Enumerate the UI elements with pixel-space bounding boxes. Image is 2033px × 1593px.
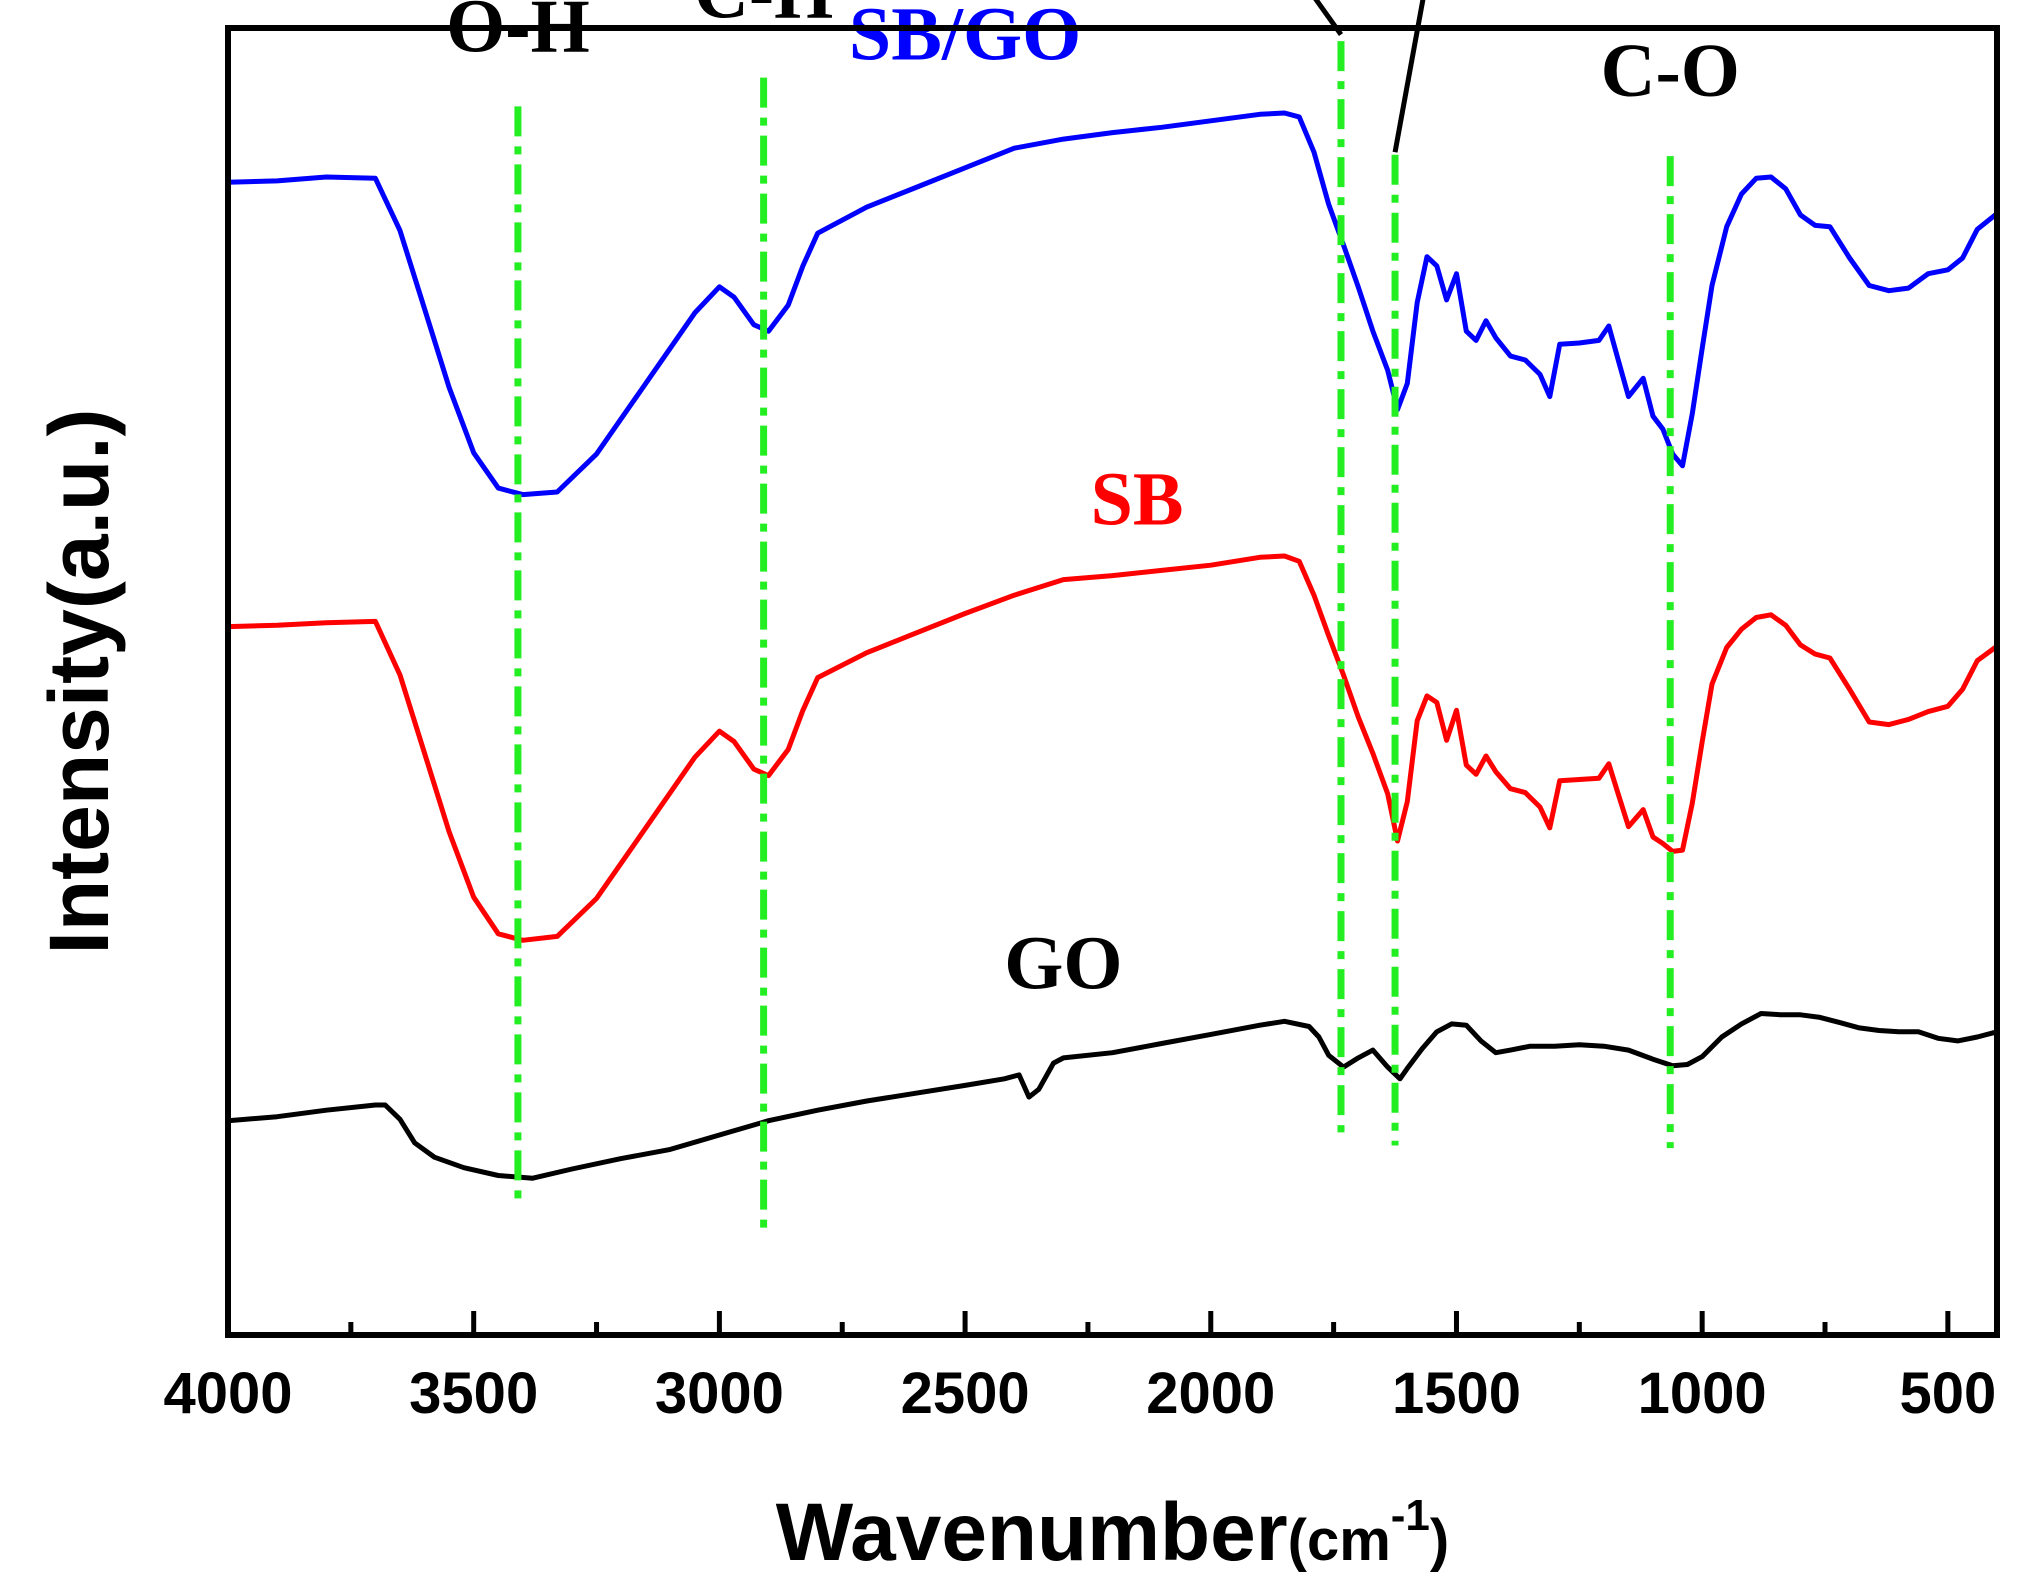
x-axis-title-main: Wavenumber [776, 1487, 1288, 1578]
series-label-sb: SB [1091, 458, 1184, 542]
series-line-sb-go [225, 110, 2000, 498]
x-tick-label: 4000 [163, 1361, 292, 1426]
series-layer [225, 110, 2000, 1181]
x-tick-label: 1500 [1392, 1361, 1521, 1426]
series-label-go: GO [1004, 922, 1122, 1006]
x-tick-label: 1000 [1638, 1361, 1767, 1426]
x-axis-ticks: 4000 3500 3000 2500 2000 1500 1000 500 [163, 1311, 1996, 1426]
series-label-sb-go: SB/GO [849, 0, 1081, 76]
series-line-go [225, 1011, 2000, 1181]
arrow-to-c-c [1392, 0, 1426, 153]
series-line-sb [225, 553, 2000, 943]
x-tick-label: 3000 [655, 1361, 784, 1426]
x-tick-label: 3500 [409, 1361, 538, 1426]
x-tick-label: 2500 [901, 1361, 1030, 1426]
x-tick-label: 2000 [1146, 1361, 1275, 1426]
band-markers-layer [514, 41, 1674, 1231]
arrow-to-c-o [1313, 0, 1344, 36]
x-axis-title: Wavenumber(cm-1) [776, 1487, 1449, 1578]
arrows-layer [1313, 0, 1426, 153]
x-axis-title-exponent: -1 [1391, 1491, 1430, 1540]
plot-frame [225, 25, 2000, 1338]
x-axis-title-close: ) [1430, 1508, 1449, 1573]
x-axis-title-unit: (cm [1288, 1508, 1391, 1573]
x-tick-label: 500 [1899, 1361, 1996, 1426]
y-axis-title: Intensity(a.u.) [32, 408, 126, 954]
band-label-o-h: O-H [446, 0, 590, 69]
band-label-c-o: C-O [1601, 29, 1740, 113]
